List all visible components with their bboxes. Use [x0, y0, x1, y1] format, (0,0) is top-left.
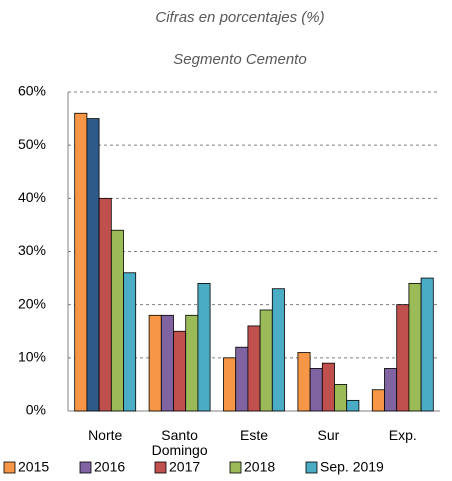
bar: [197, 282, 211, 412]
bar: [271, 288, 285, 412]
x-tick-label: Exp.: [388, 428, 417, 443]
x-tick-label-box: Santo Domingo: [151, 428, 208, 458]
bar: [185, 314, 199, 412]
legend-label: 2016: [94, 459, 125, 475]
legend-swatch: [229, 461, 242, 474]
bar: [408, 282, 422, 412]
x-tick-label-box: Sur: [317, 428, 340, 443]
y-tick-label: 10%: [18, 349, 46, 365]
bar: [321, 362, 335, 412]
y-tick-label: 0%: [26, 402, 46, 418]
x-tick-label: Sur: [317, 428, 340, 443]
x-tick-label: Este: [239, 428, 268, 443]
bar: [247, 325, 261, 412]
y-tick-label: 40%: [18, 189, 46, 205]
legend-label: 2017: [169, 459, 200, 475]
y-tick-label: 20%: [18, 295, 46, 311]
bar: [384, 368, 398, 412]
bar: [86, 118, 100, 412]
x-tick-label-box: Norte: [88, 428, 123, 443]
bar: [235, 346, 249, 412]
bar: [396, 304, 410, 412]
x-tick-label: Norte: [88, 428, 123, 443]
legend-swatch: [154, 461, 167, 474]
chart-subtitle: Segmento Cemento: [173, 51, 306, 68]
bar: [148, 314, 162, 412]
legend-label: 2018: [244, 459, 275, 475]
x-tick-label-box: Exp.: [388, 428, 417, 443]
legend-swatch: [305, 461, 318, 474]
legend-label: 2015: [18, 459, 49, 475]
bar: [420, 277, 434, 412]
bar: [74, 112, 88, 412]
bar: [297, 352, 311, 412]
legend-swatch: [3, 461, 16, 474]
bar: [173, 330, 187, 412]
y-tick-label: 50%: [18, 136, 46, 152]
bar: [259, 309, 273, 412]
bar: [110, 229, 124, 412]
chart-title: Cifras en porcentajes (%): [155, 9, 324, 26]
bar: [98, 197, 112, 412]
bar: [223, 357, 237, 412]
x-tick-label-box: Este: [239, 428, 268, 443]
bar: [371, 389, 385, 412]
bar: [309, 368, 323, 412]
x-tick-label: Santo Domingo: [151, 428, 208, 458]
bar: [334, 384, 348, 412]
y-tick-label: 30%: [18, 242, 46, 258]
bar: [160, 314, 174, 412]
legend-label: Sep. 2019: [320, 459, 384, 475]
y-tick-label: 60%: [18, 83, 46, 99]
bar: [346, 399, 360, 412]
legend-swatch: [79, 461, 92, 474]
bar: [123, 272, 137, 412]
